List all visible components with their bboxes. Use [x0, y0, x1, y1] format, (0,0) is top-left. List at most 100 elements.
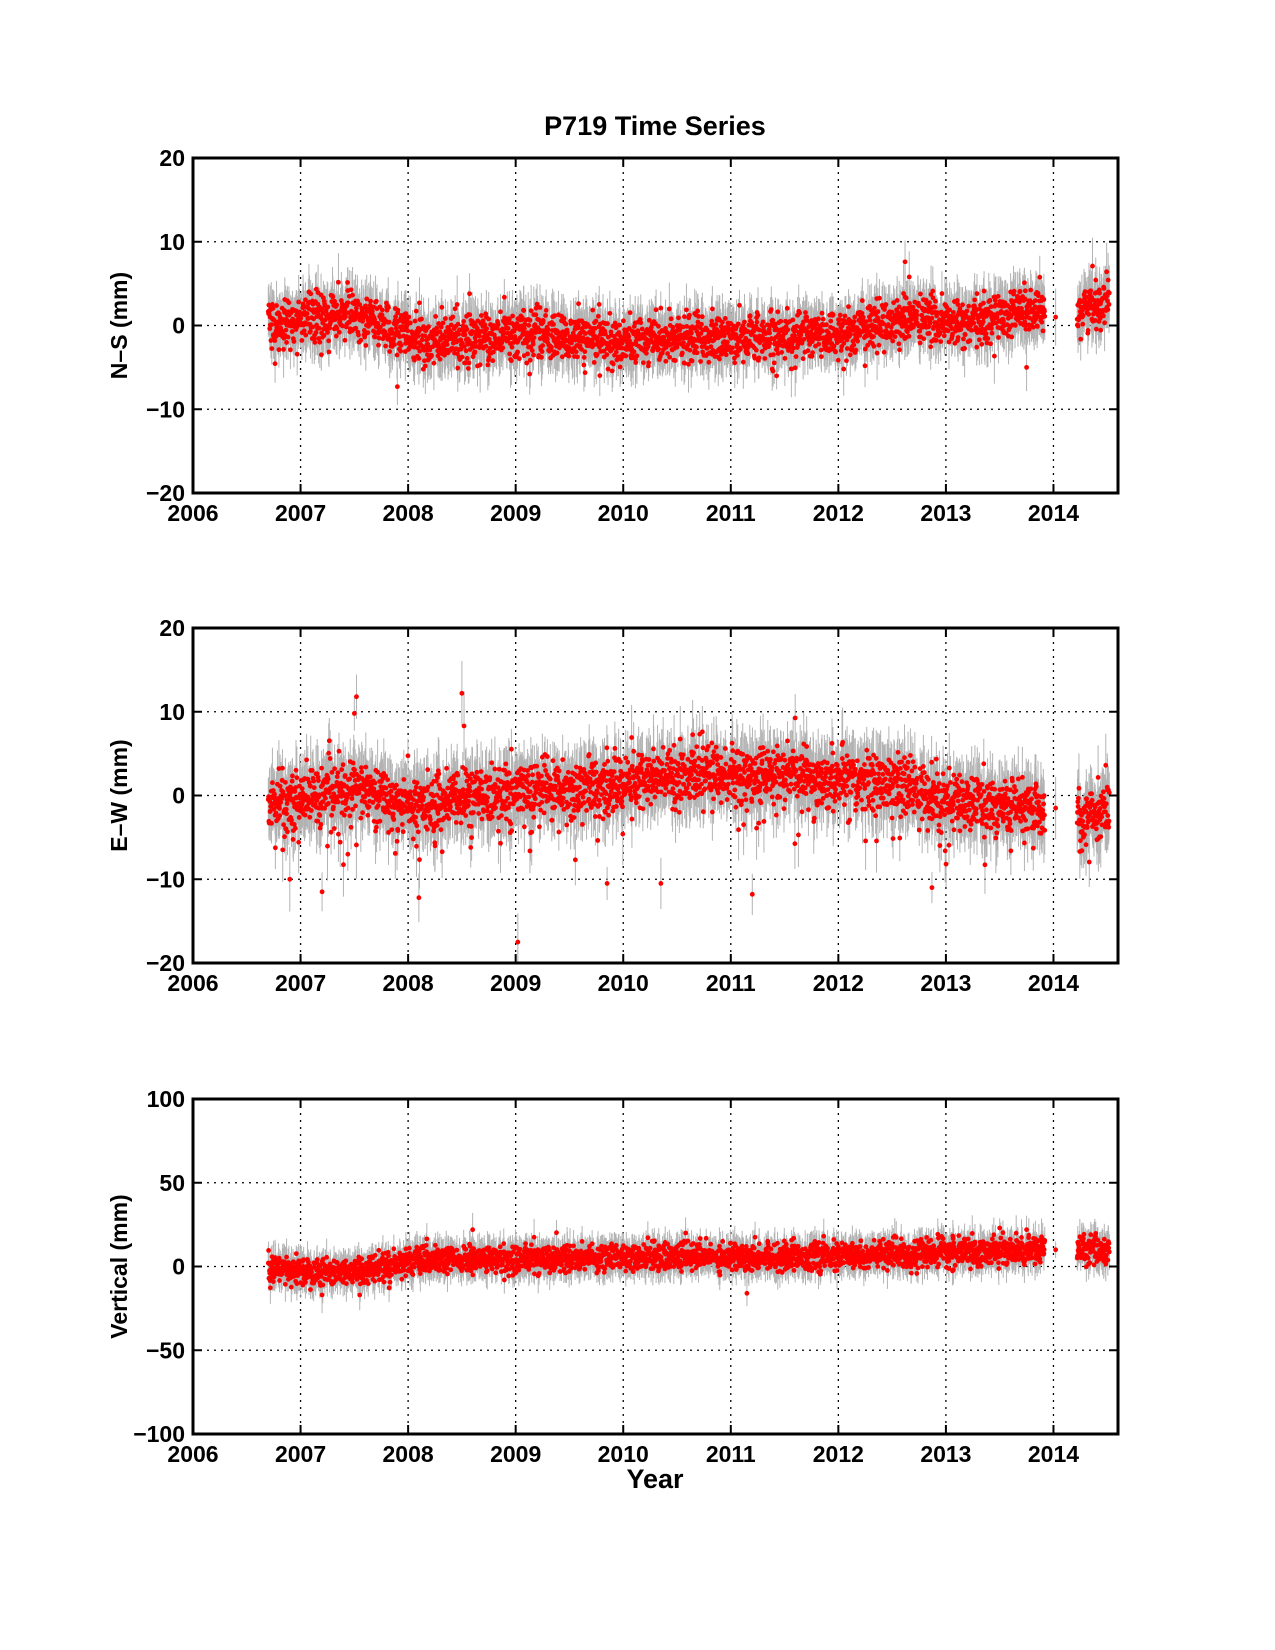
data-point — [723, 352, 729, 358]
data-point — [269, 322, 274, 328]
data-point — [859, 310, 865, 316]
data-point — [875, 317, 881, 323]
data-point — [318, 352, 324, 358]
data-point — [590, 307, 596, 313]
data-point — [357, 302, 363, 308]
data-point — [734, 342, 740, 347]
data-point — [531, 352, 536, 358]
data-point — [465, 366, 471, 371]
data-point — [509, 344, 515, 350]
data-point — [343, 314, 348, 320]
data-point — [694, 344, 699, 350]
data-point — [910, 304, 916, 310]
data-point — [486, 336, 492, 342]
data-point — [466, 360, 472, 366]
data-point — [437, 356, 443, 362]
data-point — [375, 320, 381, 326]
data-point — [717, 356, 722, 362]
data-point — [486, 355, 492, 360]
data-point — [500, 345, 506, 351]
data-point — [859, 298, 865, 303]
data-point — [412, 357, 417, 363]
data-point — [352, 317, 358, 322]
data-point — [294, 351, 300, 357]
data-point — [626, 334, 632, 340]
data-point — [506, 317, 512, 322]
data-point — [286, 300, 292, 306]
data-point — [695, 319, 701, 325]
data-point — [283, 327, 289, 333]
data-point — [296, 299, 302, 305]
data-point — [656, 334, 662, 340]
data-point — [575, 322, 581, 328]
data-point — [719, 344, 725, 350]
data-point — [507, 351, 513, 357]
data-point — [527, 317, 533, 323]
data-point — [461, 319, 467, 324]
data-point — [519, 315, 525, 321]
data-point — [537, 305, 543, 310]
data-point — [317, 339, 323, 345]
data-point — [890, 338, 896, 344]
data-point — [791, 345, 796, 351]
data-point — [398, 342, 404, 348]
data-point — [838, 348, 844, 353]
data-point — [775, 309, 781, 315]
data-point — [862, 363, 868, 369]
data-point — [528, 308, 534, 314]
data-point — [417, 348, 423, 354]
data-point — [413, 308, 419, 314]
data-point — [326, 349, 332, 355]
data-point — [682, 360, 688, 366]
data-point — [509, 358, 514, 364]
data-point — [604, 352, 610, 358]
data-point — [419, 316, 424, 322]
data-point — [284, 340, 289, 345]
data-point — [656, 323, 661, 329]
data-point — [355, 298, 360, 304]
data-point — [814, 321, 820, 327]
data-point — [285, 334, 291, 340]
data-point — [345, 300, 351, 306]
data-point — [533, 312, 539, 318]
data-point — [841, 340, 847, 346]
data-point — [339, 301, 345, 307]
data-point — [521, 326, 527, 332]
data-point — [742, 319, 747, 325]
data-point — [755, 312, 761, 318]
data-point — [272, 361, 278, 367]
data-point — [442, 316, 448, 321]
data-point — [857, 332, 863, 338]
data-point — [554, 350, 560, 356]
data-point — [848, 332, 853, 337]
data-point — [695, 308, 701, 314]
data-point — [767, 340, 773, 346]
data-point — [407, 320, 413, 326]
data-point — [722, 316, 728, 321]
data-point — [272, 338, 278, 343]
data-point — [698, 359, 703, 364]
data-point — [334, 326, 340, 331]
data-points — [265, 259, 1112, 390]
data-point — [830, 312, 836, 318]
data-point — [676, 315, 681, 321]
data-point — [398, 348, 404, 354]
data-point — [689, 358, 695, 364]
data-point — [444, 342, 450, 347]
data-point — [325, 304, 331, 310]
data-point — [605, 366, 611, 372]
data-point — [379, 312, 385, 318]
data-point — [846, 304, 851, 310]
data-point — [593, 318, 599, 324]
data-point — [699, 314, 705, 320]
data-point — [596, 301, 602, 307]
data-point — [770, 352, 776, 358]
data-point — [844, 337, 850, 343]
data-point — [668, 316, 674, 322]
data-point — [603, 331, 608, 337]
figure-title: P719 Time Series — [544, 111, 766, 141]
data-point — [761, 324, 767, 330]
data-point — [770, 317, 776, 323]
data-point — [792, 333, 797, 338]
data-point — [842, 313, 848, 319]
